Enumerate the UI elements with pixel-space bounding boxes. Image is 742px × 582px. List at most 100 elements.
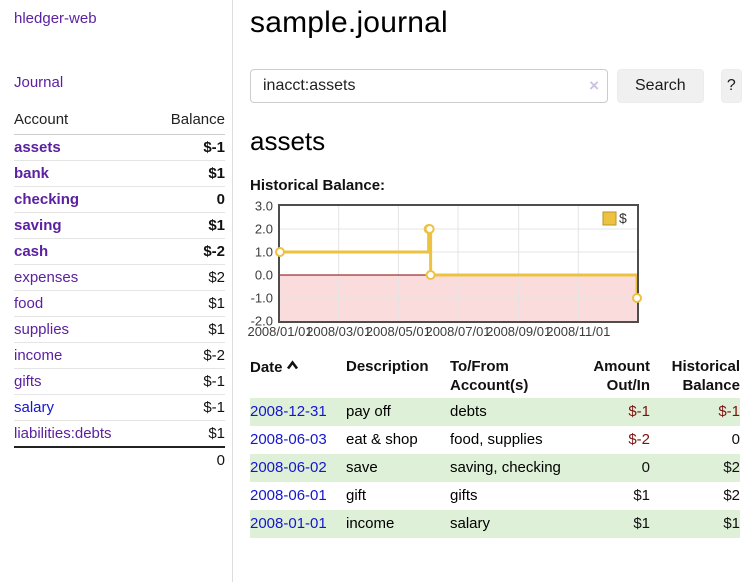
svg-text:2008/03/01: 2008/03/01 bbox=[306, 324, 371, 339]
account-link-expenses[interactable]: expenses bbox=[14, 269, 79, 286]
transaction-date-link[interactable]: 2008-06-01 bbox=[250, 487, 327, 504]
transaction-balance: $2 bbox=[650, 454, 740, 482]
account-row: food $1 bbox=[14, 290, 225, 317]
search-button[interactable]: Search bbox=[617, 69, 704, 103]
transaction-accounts: salary bbox=[450, 510, 566, 538]
accounts-header-row: Account Balance bbox=[14, 108, 225, 135]
account-link-liabilities-debts[interactable]: liabilities:debts bbox=[14, 425, 112, 442]
account-link-cash[interactable]: cash bbox=[14, 243, 49, 260]
account-link-food[interactable]: food bbox=[14, 295, 44, 312]
account-row: liabilities:debts $1 bbox=[14, 420, 225, 448]
help-button[interactable]: ? bbox=[720, 69, 742, 103]
register-header-row: Date Description To/From Account(s) Amoun… bbox=[250, 354, 740, 398]
account-title: assets bbox=[250, 126, 326, 156]
svg-text:2008/01/01: 2008/01/01 bbox=[247, 324, 312, 339]
svg-text:2008/05/01: 2008/05/01 bbox=[366, 324, 431, 339]
account-row: supplies $1 bbox=[14, 316, 225, 343]
account-balance: $1 bbox=[149, 212, 225, 239]
sort-ascending-icon bbox=[286, 357, 299, 376]
transaction-amount: $1 bbox=[633, 487, 650, 504]
account-balance: $1 bbox=[149, 316, 225, 343]
transaction-amount: $-2 bbox=[628, 431, 650, 448]
transaction-description: gift bbox=[346, 487, 367, 504]
account-balance: $1 bbox=[149, 290, 225, 317]
svg-text:2008/11/01: 2008/11/01 bbox=[546, 324, 610, 339]
transaction-amount: $-1 bbox=[566, 398, 650, 426]
sidebar-item-journal[interactable]: Journal bbox=[14, 74, 64, 91]
transaction-description: pay off bbox=[346, 398, 450, 426]
account-balance: $-1 bbox=[149, 134, 225, 161]
account-link-salary[interactable]: salary bbox=[14, 399, 55, 416]
sidebar: hledger-web Journal Account Balance asse… bbox=[0, 0, 233, 582]
main-content: sample.journal × Search ? assets Histori… bbox=[247, 0, 742, 538]
svg-text:-1.0: -1.0 bbox=[251, 291, 273, 306]
svg-text:0.0: 0.0 bbox=[255, 268, 273, 283]
transaction-balance: $-1 bbox=[650, 398, 740, 426]
svg-text:3.0: 3.0 bbox=[255, 199, 273, 214]
account-link-assets[interactable]: assets bbox=[14, 139, 61, 156]
account-balance: $-2 bbox=[149, 238, 225, 265]
clear-search-icon[interactable]: × bbox=[589, 76, 599, 95]
account-row: expenses $2 bbox=[14, 264, 225, 291]
transaction-description: save bbox=[346, 454, 450, 482]
date-header-label: Date bbox=[250, 359, 283, 376]
accounts-col-account: Account bbox=[14, 108, 150, 135]
account-row: cash $-2 bbox=[14, 238, 225, 265]
account-balance: $-1 bbox=[149, 368, 225, 395]
transaction-date-link[interactable]: 2008-06-02 bbox=[250, 459, 327, 476]
account-balance: $1 bbox=[149, 420, 225, 448]
account-row: gifts $-1 bbox=[14, 368, 225, 395]
page-title: sample.journal bbox=[250, 6, 448, 39]
accounts-table: Account Balance assets $-1 bank $1 check… bbox=[14, 108, 225, 473]
register-table: Date Description To/From Account(s) Amoun… bbox=[250, 354, 740, 538]
balance-chart: $3.0 2.0 1.0 0.0 -1.0 -2.0 2008/01/01 2008/03/0… bbox=[247, 199, 650, 340]
transaction-date-link[interactable]: 2008-06-03 bbox=[250, 431, 327, 448]
transaction-date-link[interactable]: 2008-01-01 bbox=[250, 515, 327, 532]
transaction-accounts: gifts bbox=[450, 487, 478, 504]
account-row: salary $-1 bbox=[14, 394, 225, 421]
account-row: income $-2 bbox=[14, 342, 225, 369]
account-balance: $2 bbox=[149, 264, 225, 291]
register-row: 2008-12-31 pay off debts $-1 $-1 bbox=[250, 398, 740, 426]
account-balance: $-2 bbox=[149, 342, 225, 369]
brand-link[interactable]: hledger-web bbox=[14, 10, 97, 27]
account-row: saving $1 bbox=[14, 212, 225, 239]
transaction-balance: 0 bbox=[731, 431, 740, 448]
register-col-description: Description bbox=[346, 358, 429, 375]
transaction-accounts: food, supplies bbox=[450, 431, 543, 448]
register-row: 2008-06-01 gift gifts $1 $2 bbox=[250, 482, 740, 510]
transaction-accounts: saving, checking bbox=[450, 454, 566, 482]
search-input[interactable] bbox=[250, 69, 608, 103]
transaction-date-link[interactable]: 2008-12-31 bbox=[250, 403, 327, 420]
svg-text:2.0: 2.0 bbox=[255, 222, 273, 237]
register-col-date[interactable]: Date bbox=[250, 354, 346, 398]
accounts-total-row: 0 bbox=[14, 446, 225, 473]
account-row: checking 0 bbox=[14, 186, 225, 213]
register-col-amount: Amount Out/In bbox=[593, 358, 650, 394]
transaction-description: eat & shop bbox=[346, 431, 418, 448]
account-row: bank $1 bbox=[14, 160, 225, 187]
accounts-col-balance: Balance bbox=[149, 108, 225, 135]
account-link-checking[interactable]: checking bbox=[14, 191, 80, 208]
transaction-amount: $1 bbox=[566, 510, 650, 538]
account-link-gifts[interactable]: gifts bbox=[14, 373, 42, 390]
svg-text:2008/07/01: 2008/07/01 bbox=[425, 324, 490, 339]
account-link-supplies[interactable]: supplies bbox=[14, 321, 70, 338]
svg-text:2008/09/01: 2008/09/01 bbox=[486, 324, 551, 339]
account-link-income[interactable]: income bbox=[14, 347, 63, 364]
search-form: × Search ? bbox=[250, 69, 742, 103]
account-balance: $-1 bbox=[149, 394, 225, 421]
transaction-description: income bbox=[346, 510, 450, 538]
register-row: 2008-01-01 income salary $1 $1 bbox=[250, 510, 740, 538]
account-balance: 0 bbox=[149, 186, 225, 213]
account-link-bank[interactable]: bank bbox=[14, 165, 50, 182]
transaction-accounts: debts bbox=[450, 398, 566, 426]
svg-text:1.0: 1.0 bbox=[255, 245, 273, 260]
transaction-amount: 0 bbox=[566, 454, 650, 482]
svg-text:-2.0: -2.0 bbox=[251, 314, 273, 329]
register-row: 2008-06-03 eat & shop food, supplies $-2… bbox=[250, 426, 740, 454]
transaction-balance: $1 bbox=[650, 510, 740, 538]
account-link-saving[interactable]: saving bbox=[14, 217, 62, 234]
register-row: 2008-06-02 save saving, checking 0 $2 bbox=[250, 454, 740, 482]
accounts-total-balance: 0 bbox=[149, 446, 225, 473]
